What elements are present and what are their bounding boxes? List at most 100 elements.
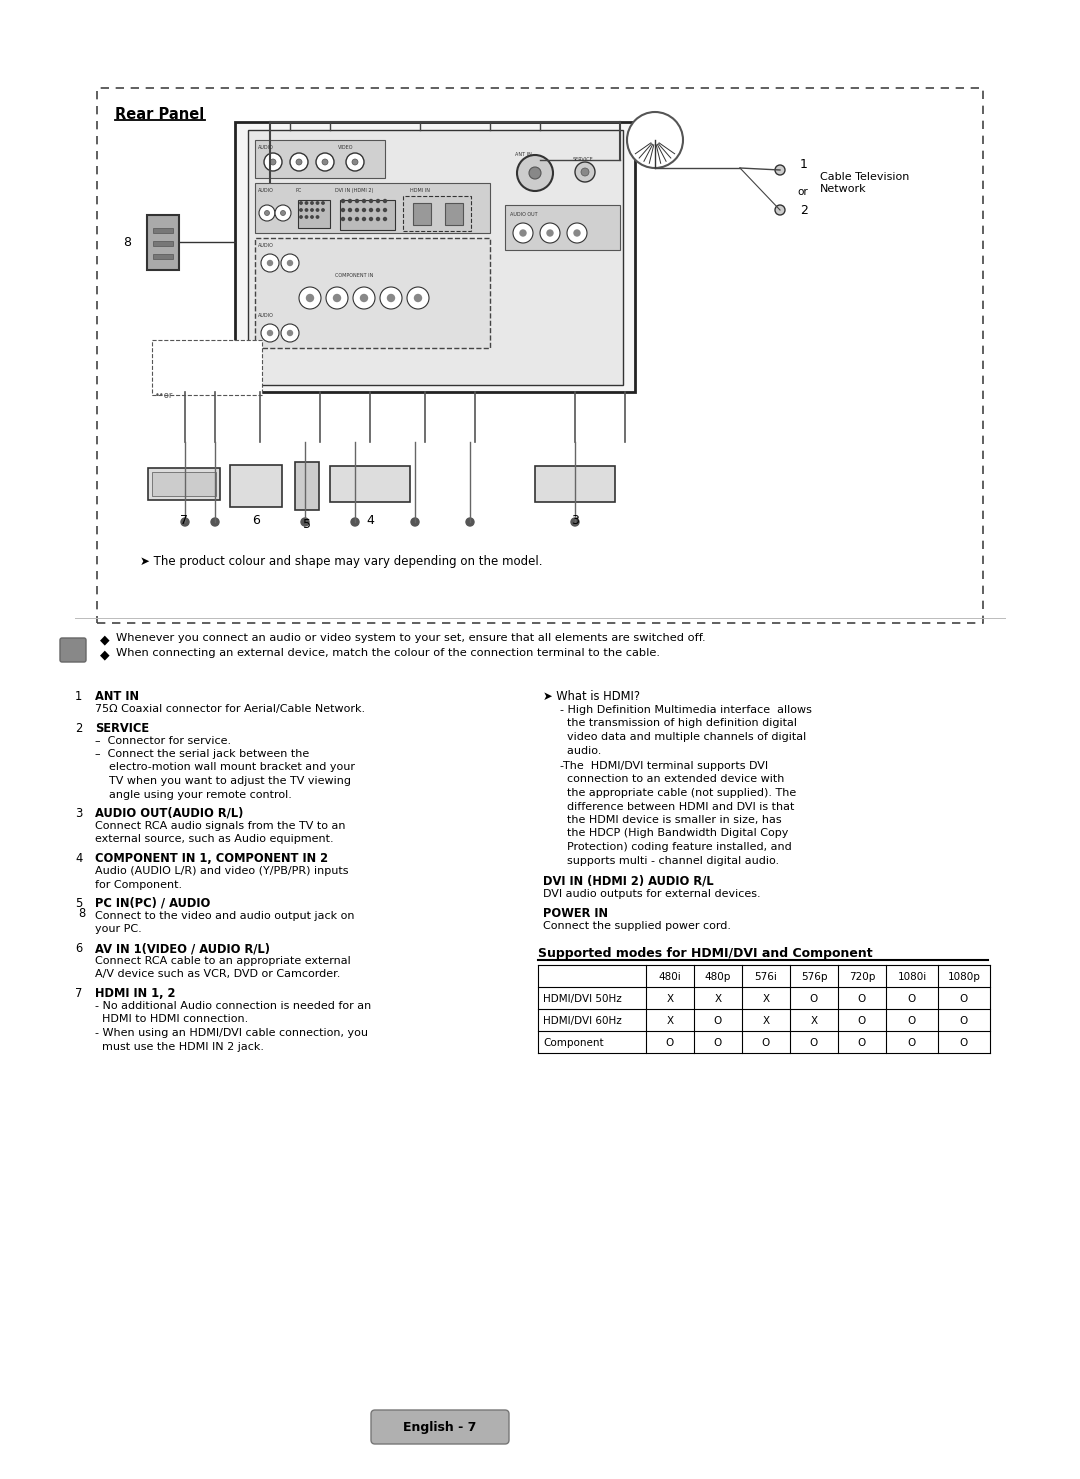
Circle shape xyxy=(377,200,379,203)
Circle shape xyxy=(287,330,293,336)
Text: X: X xyxy=(666,1016,674,1026)
Bar xyxy=(97,87,983,623)
Text: for Component.: for Component. xyxy=(95,880,183,889)
Circle shape xyxy=(181,518,189,527)
Circle shape xyxy=(287,260,293,266)
Circle shape xyxy=(268,330,272,336)
Circle shape xyxy=(300,209,302,211)
Text: O: O xyxy=(960,1016,968,1026)
Circle shape xyxy=(377,217,379,220)
FancyBboxPatch shape xyxy=(60,637,86,663)
Circle shape xyxy=(355,200,359,203)
Text: ◆: ◆ xyxy=(100,633,110,646)
Text: 576p: 576p xyxy=(800,972,827,982)
Circle shape xyxy=(571,518,579,527)
Text: PC: PC xyxy=(295,188,301,192)
Circle shape xyxy=(465,518,474,527)
Circle shape xyxy=(261,324,279,342)
Circle shape xyxy=(575,163,595,182)
Text: AV IN 1(VIDEO / AUDIO R/L): AV IN 1(VIDEO / AUDIO R/L) xyxy=(95,942,270,955)
Circle shape xyxy=(299,287,321,309)
Bar xyxy=(298,200,330,228)
Text: POWER IN: POWER IN xyxy=(543,907,608,920)
Text: - When using an HDMI/DVI cable connection, you: - When using an HDMI/DVI cable connectio… xyxy=(95,1028,368,1038)
Circle shape xyxy=(322,160,328,166)
Circle shape xyxy=(316,209,319,211)
Circle shape xyxy=(369,209,373,211)
Text: HDMI IN 1, 2: HDMI IN 1, 2 xyxy=(95,986,175,1000)
Text: HDMI/DVI 60Hz: HDMI/DVI 60Hz xyxy=(543,1016,622,1026)
Text: connection to an extended device with: connection to an extended device with xyxy=(561,775,784,784)
Circle shape xyxy=(573,231,580,237)
Circle shape xyxy=(211,518,219,527)
Text: 7: 7 xyxy=(180,513,188,527)
Circle shape xyxy=(361,294,367,302)
Circle shape xyxy=(546,231,553,237)
Text: 5: 5 xyxy=(303,518,311,531)
Circle shape xyxy=(775,166,785,175)
Circle shape xyxy=(281,324,299,342)
Circle shape xyxy=(411,518,419,527)
Text: O: O xyxy=(810,994,819,1004)
Circle shape xyxy=(352,160,357,166)
Circle shape xyxy=(363,217,365,220)
Text: - No additional Audio connection is needed for an: - No additional Audio connection is need… xyxy=(95,1001,372,1012)
Circle shape xyxy=(291,152,308,172)
Text: Audio (AUDIO L/R) and video (Y/PB/PR) inputs: Audio (AUDIO L/R) and video (Y/PB/PR) in… xyxy=(95,867,349,876)
Text: ANT IN: ANT IN xyxy=(95,691,139,703)
Text: ◆: ◆ xyxy=(100,648,110,661)
Bar xyxy=(413,203,431,225)
Circle shape xyxy=(316,152,334,172)
Text: Rear Panel: Rear Panel xyxy=(114,106,204,121)
Text: 480i: 480i xyxy=(659,972,681,982)
Circle shape xyxy=(322,209,324,211)
Text: Connect RCA audio signals from the TV to an: Connect RCA audio signals from the TV to… xyxy=(95,821,346,831)
Circle shape xyxy=(349,200,351,203)
Text: external source, such as Audio equipment.: external source, such as Audio equipment… xyxy=(95,834,334,845)
Bar xyxy=(535,466,615,501)
Text: 3: 3 xyxy=(75,808,82,819)
Circle shape xyxy=(311,216,313,219)
Text: O: O xyxy=(714,1038,723,1049)
Text: electro-motion wall mount bracket and your: electro-motion wall mount bracket and yo… xyxy=(95,763,355,772)
Circle shape xyxy=(307,294,313,302)
Text: X: X xyxy=(810,1016,818,1026)
Circle shape xyxy=(567,223,588,243)
Circle shape xyxy=(281,210,285,216)
Circle shape xyxy=(540,223,561,243)
Text: or: or xyxy=(797,186,808,197)
Text: 8: 8 xyxy=(123,235,131,248)
Circle shape xyxy=(311,201,313,204)
Bar xyxy=(340,200,395,231)
Circle shape xyxy=(355,209,359,211)
Text: ➤ What is HDMI?: ➤ What is HDMI? xyxy=(543,691,640,703)
Text: -The  HDMI/DVI terminal supports DVI: -The HDMI/DVI terminal supports DVI xyxy=(561,762,768,771)
Text: AUDIO OUT(AUDIO R/L): AUDIO OUT(AUDIO R/L) xyxy=(95,808,243,819)
Bar xyxy=(147,214,179,271)
Circle shape xyxy=(341,217,345,220)
Text: X: X xyxy=(762,1016,770,1026)
Text: 720p: 720p xyxy=(849,972,875,982)
Text: O: O xyxy=(858,1038,866,1049)
Text: Connect RCA cable to an appropriate external: Connect RCA cable to an appropriate exte… xyxy=(95,955,351,966)
Text: AUDIO: AUDIO xyxy=(258,145,274,149)
Circle shape xyxy=(341,209,345,211)
Text: Connect to the video and audio output jack on: Connect to the video and audio output ja… xyxy=(95,911,354,921)
Circle shape xyxy=(388,294,394,302)
Circle shape xyxy=(311,209,313,211)
Circle shape xyxy=(353,287,375,309)
Text: 576i: 576i xyxy=(755,972,778,982)
Text: audio.: audio. xyxy=(561,745,602,756)
Bar xyxy=(152,472,216,495)
Text: supports multi - channel digital audio.: supports multi - channel digital audio. xyxy=(561,855,779,865)
Text: DVI audio outputs for external devices.: DVI audio outputs for external devices. xyxy=(543,889,760,899)
Circle shape xyxy=(383,209,387,211)
Text: COMPONENT IN 1, COMPONENT IN 2: COMPONENT IN 1, COMPONENT IN 2 xyxy=(95,852,328,865)
Circle shape xyxy=(380,287,402,309)
Text: 8: 8 xyxy=(78,907,85,920)
Text: the HDMI device is smaller in size, has: the HDMI device is smaller in size, has xyxy=(561,815,782,825)
Text: ➤ The product colour and shape may vary depending on the model.: ➤ The product colour and shape may vary … xyxy=(140,555,542,568)
Circle shape xyxy=(334,294,340,302)
Circle shape xyxy=(306,201,308,204)
Bar xyxy=(152,340,262,395)
